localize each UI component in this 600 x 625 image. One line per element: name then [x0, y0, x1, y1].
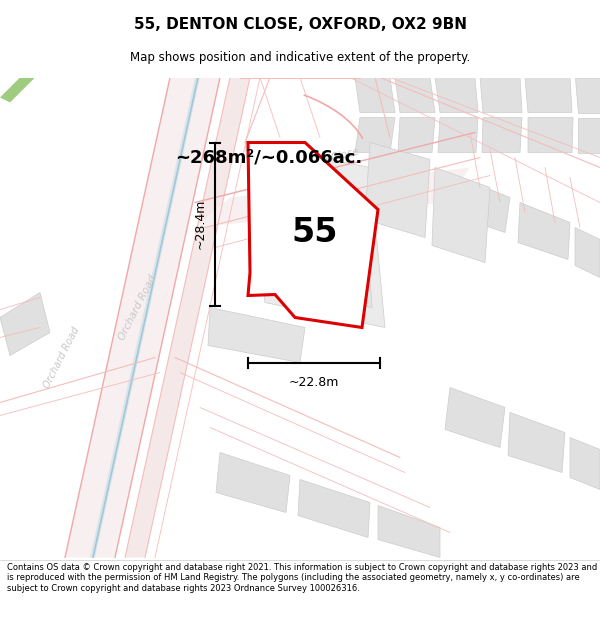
- Polygon shape: [65, 78, 220, 558]
- Text: Map shows position and indicative extent of the property.: Map shows position and indicative extent…: [130, 51, 470, 64]
- Polygon shape: [0, 78, 35, 102]
- Polygon shape: [216, 452, 290, 512]
- Polygon shape: [245, 142, 385, 328]
- Polygon shape: [438, 118, 478, 152]
- Polygon shape: [575, 228, 600, 278]
- Polygon shape: [398, 118, 435, 152]
- Polygon shape: [355, 118, 395, 152]
- Polygon shape: [125, 78, 250, 558]
- Polygon shape: [250, 253, 372, 308]
- Polygon shape: [570, 438, 600, 489]
- Polygon shape: [195, 168, 470, 228]
- Text: Denton Close: Denton Close: [290, 146, 360, 172]
- Polygon shape: [248, 142, 378, 328]
- Text: ~268m²/~0.066ac.: ~268m²/~0.066ac.: [175, 149, 362, 166]
- Polygon shape: [298, 479, 370, 538]
- Polygon shape: [508, 412, 565, 472]
- Text: Orchard Road: Orchard Road: [117, 273, 159, 342]
- Polygon shape: [365, 142, 430, 238]
- Text: 55, DENTON CLOSE, OXFORD, OX2 9BN: 55, DENTON CLOSE, OXFORD, OX2 9BN: [133, 18, 467, 32]
- Polygon shape: [525, 78, 572, 112]
- Polygon shape: [455, 177, 510, 232]
- Polygon shape: [480, 78, 522, 112]
- Polygon shape: [445, 388, 505, 448]
- Text: Orchard Road: Orchard Road: [42, 325, 82, 390]
- Polygon shape: [435, 78, 478, 112]
- Polygon shape: [355, 78, 395, 112]
- Polygon shape: [482, 118, 522, 152]
- Polygon shape: [528, 118, 573, 152]
- Polygon shape: [432, 168, 490, 262]
- Text: ~22.8m: ~22.8m: [289, 376, 339, 389]
- Polygon shape: [0, 292, 50, 356]
- Polygon shape: [208, 308, 305, 362]
- Polygon shape: [578, 118, 600, 152]
- Polygon shape: [575, 78, 600, 112]
- Polygon shape: [378, 506, 440, 558]
- Polygon shape: [248, 188, 368, 248]
- Text: Contains OS data © Crown copyright and database right 2021. This information is : Contains OS data © Crown copyright and d…: [7, 563, 598, 592]
- Text: ~28.4m: ~28.4m: [194, 199, 207, 249]
- Polygon shape: [518, 202, 570, 259]
- Text: 55: 55: [292, 216, 338, 249]
- Polygon shape: [90, 78, 200, 558]
- Polygon shape: [395, 78, 435, 112]
